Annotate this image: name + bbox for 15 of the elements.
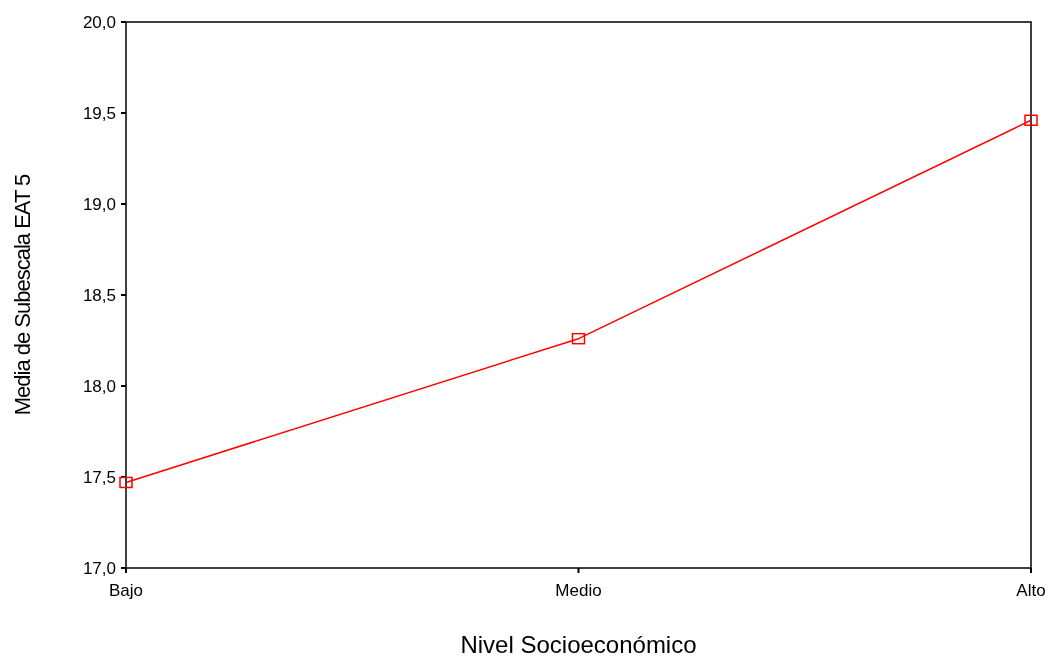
y-tick-label: 19,0 (82, 194, 116, 214)
point (119, 476, 133, 489)
x-tick-label: Bajo (108, 581, 144, 600)
x-tick-label: Medio (555, 581, 602, 600)
y-tick-label: 18,0 (82, 376, 116, 396)
y-tick-label: 20,0 (82, 12, 116, 32)
y-tick-label: 18,5 (82, 285, 116, 305)
y-axis-title: Media de Subescala EAT 5 (10, 173, 35, 416)
y-tick-label: 19,5 (82, 103, 116, 123)
y-tick-label: 17,0 (82, 558, 116, 578)
point (571, 332, 586, 345)
y-tick-label: 17,5 (82, 467, 116, 487)
x-tick-label: Alto (1016, 581, 1046, 600)
point (1024, 114, 1038, 127)
x-axis-title: Nivel Socioeconómico (460, 630, 697, 658)
